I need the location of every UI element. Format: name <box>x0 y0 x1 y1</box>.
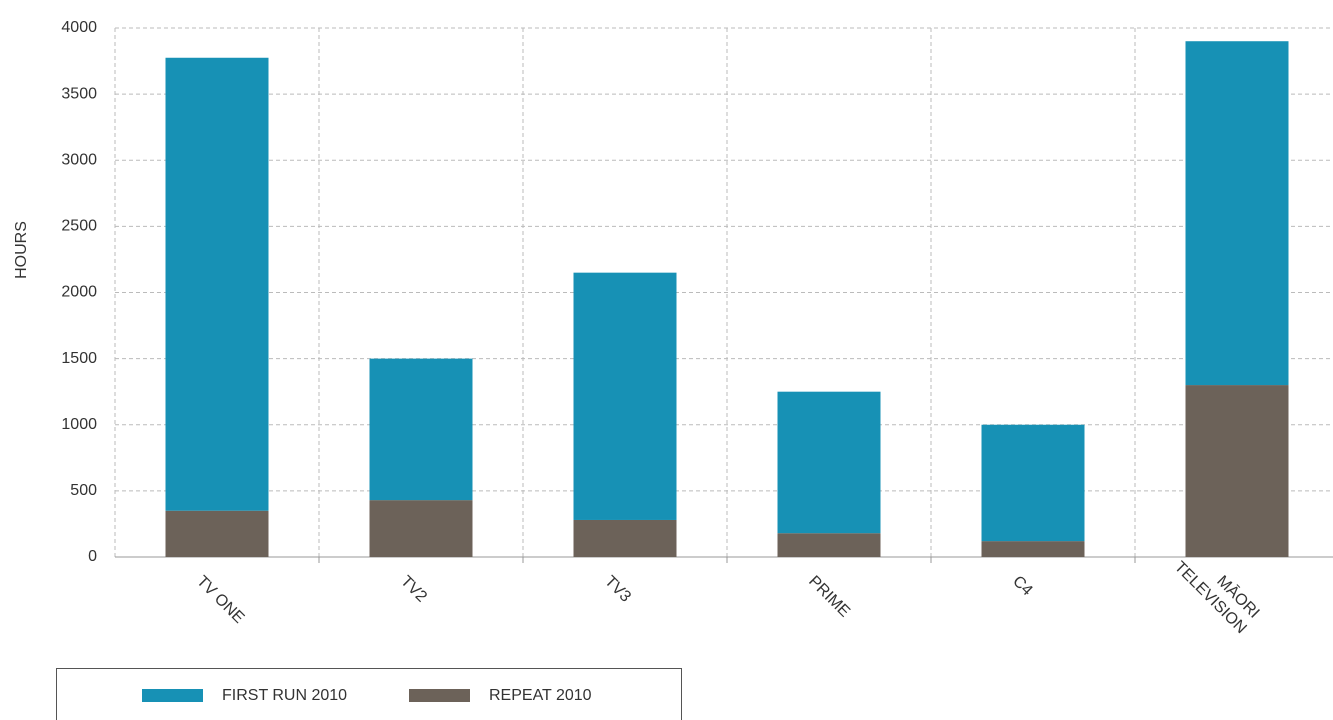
y-tick-label: 2000 <box>61 284 97 301</box>
x-tick-label: C4 <box>1009 573 1036 600</box>
bar-segment <box>1185 385 1289 557</box>
y-tick-label: 1500 <box>61 350 97 367</box>
legend-box <box>56 668 682 720</box>
y-tick-label: 4000 <box>61 19 97 36</box>
x-tick-label: TV ONE <box>193 573 247 627</box>
bar-segment <box>573 272 677 520</box>
bar-segment <box>981 424 1085 542</box>
bar-segment <box>369 500 473 557</box>
y-tick-label: 3000 <box>61 151 97 168</box>
legend-swatch <box>142 689 203 702</box>
bar-segment <box>777 533 881 557</box>
y-tick-label: 2500 <box>61 218 97 235</box>
bar-segment <box>573 519 677 557</box>
x-tick-label: TV3 <box>601 573 634 606</box>
y-tick-label: 500 <box>70 482 97 499</box>
bar-segment <box>165 510 269 557</box>
bar-segment <box>1185 41 1289 386</box>
y-tick-label: 3500 <box>61 85 97 102</box>
legend-label: REPEAT 2010 <box>489 687 592 704</box>
bar-segment <box>777 391 881 534</box>
y-axis-label: HOURS <box>13 221 30 279</box>
x-tick-label: PRIME <box>805 573 853 621</box>
legend-label: FIRST RUN 2010 <box>222 687 347 704</box>
bar-segment <box>165 57 269 511</box>
bar-segment <box>981 541 1085 557</box>
y-tick-label: 0 <box>88 548 97 565</box>
x-tick-label: MĀORITELEVISION <box>1171 544 1265 638</box>
y-tick-label: 1000 <box>61 416 97 433</box>
x-tick-label: TV2 <box>397 573 430 606</box>
bar-segment <box>369 358 473 501</box>
legend-swatch <box>409 689 470 702</box>
